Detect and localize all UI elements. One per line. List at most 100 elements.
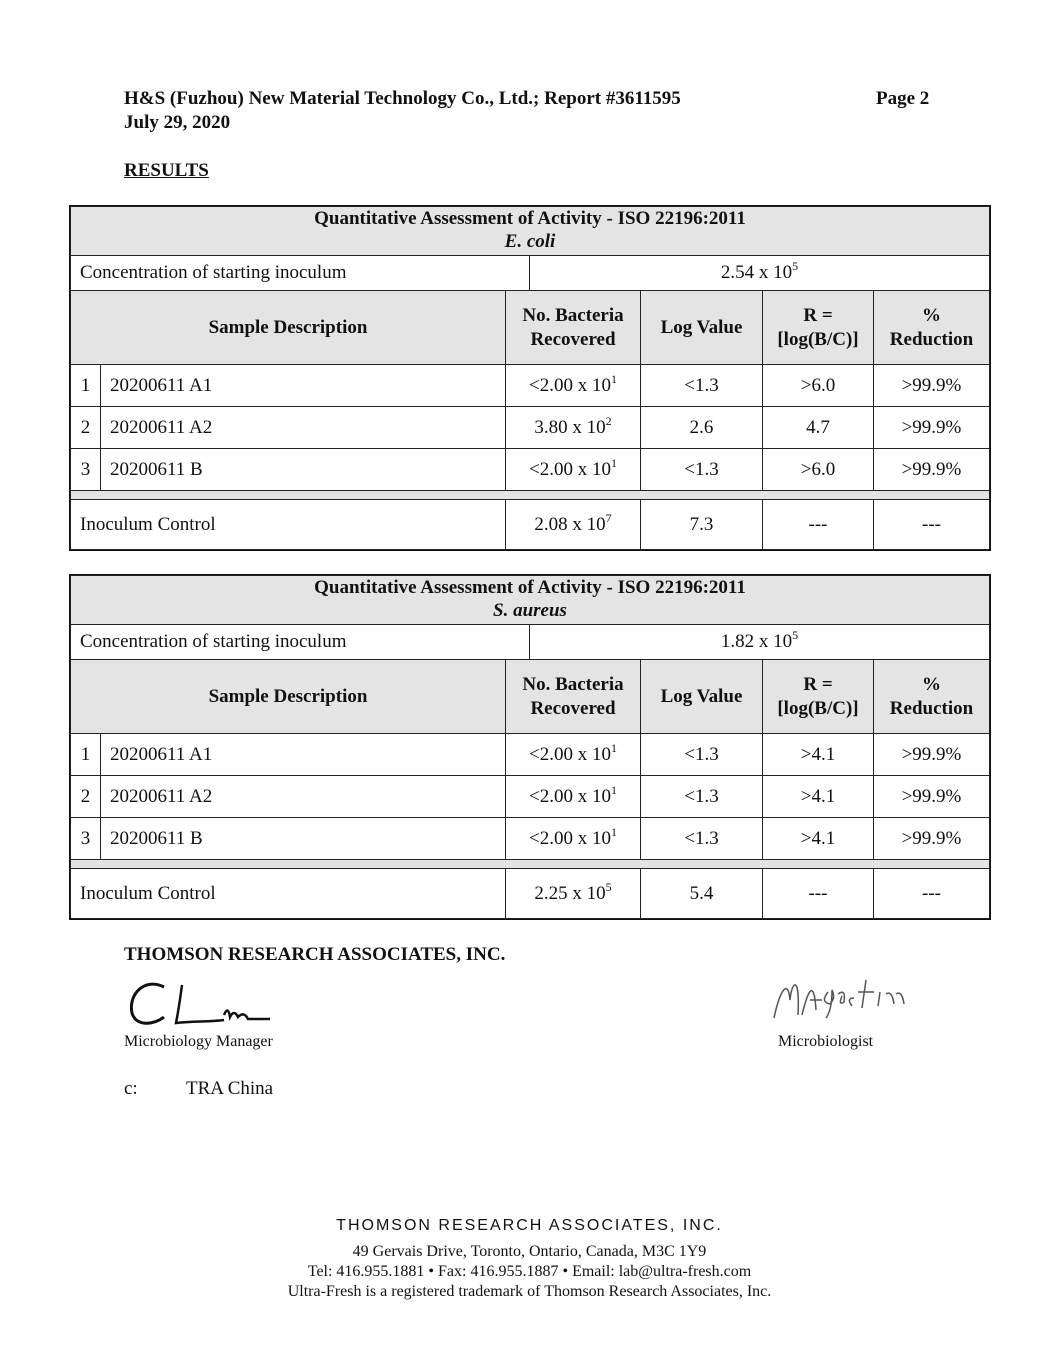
exponent: 1 <box>610 371 617 386</box>
cell-text: 2 <box>80 785 91 807</box>
cell-text: 1 <box>80 743 91 765</box>
cell-text: >99.9% <box>901 827 962 849</box>
cell-text: 20200611 A1 <box>110 374 213 396</box>
organism: E. coli <box>504 231 556 252</box>
column-header: Log Value <box>640 659 763 734</box>
column-header-text: Reduction <box>889 697 974 719</box>
column-header: % Reduction <box>873 290 990 365</box>
log-cell: <1.3 <box>640 775 763 818</box>
scientific-value: <2.00 x 101 <box>529 824 617 851</box>
reduction-cell: --- <box>873 868 990 919</box>
concentration-label: Concentration of starting inoculum <box>80 631 347 652</box>
cell-text: >99.9% <box>901 458 962 480</box>
bacteria-cell: <2.00 x 101 <box>505 775 641 818</box>
section-title: RESULTS <box>124 160 209 181</box>
cell-text: 1 <box>80 374 91 396</box>
exponent: 5 <box>605 879 612 894</box>
cell-text: 2 <box>80 416 91 438</box>
cell-text: 4.7 <box>806 416 830 438</box>
cc-value: TRA China <box>186 1078 274 1099</box>
column-header-text: Recovered <box>530 328 616 350</box>
cell-text: >6.0 <box>800 374 836 396</box>
column-header-text: Sample Description <box>208 685 368 707</box>
exponent: 7 <box>605 510 612 525</box>
concentration-label-cell: Concentration of starting inoculum <box>70 255 530 291</box>
sample-cell: 20200611 A1 <box>100 364 506 407</box>
cell-text: <1.3 <box>684 458 719 480</box>
column-header: R = [log(B/C)] <box>762 659 874 734</box>
column-header-text: Sample Description <box>208 316 368 338</box>
cell-text: Inoculum Control <box>80 882 216 904</box>
table-title: Quantitative Assessment of Activity - IS… <box>314 208 746 229</box>
cell-text: 20200611 A1 <box>110 743 213 765</box>
mantissa: <2.00 x 10 <box>529 374 611 396</box>
reduction-cell: >99.9% <box>873 448 990 491</box>
column-header: % Reduction <box>873 659 990 734</box>
signature-title: Microbiology Manager <box>124 1033 273 1050</box>
column-header-text: Log Value <box>660 685 743 707</box>
column-header-text: R = <box>803 304 833 326</box>
r-cell: 4.7 <box>762 406 874 449</box>
signature-title: Microbiologist <box>778 1033 874 1050</box>
column-header-text: Reduction <box>889 328 974 350</box>
sample-cell: 20200611 A2 <box>100 406 506 449</box>
sample-cell: 20200611 B <box>100 817 506 860</box>
r-cell: --- <box>762 868 874 919</box>
scientific-value: <2.00 x 101 <box>529 740 617 767</box>
footer-address: 49 Gervais Drive, Toronto, Ontario, Cana… <box>352 1243 707 1260</box>
column-header-text: Log Value <box>660 316 743 338</box>
log-cell: 2.6 <box>640 406 763 449</box>
row-index: 3 <box>70 448 101 491</box>
cell-text: --- <box>808 882 828 904</box>
log-cell: <1.3 <box>640 364 763 407</box>
column-header-text: No. Bacteria <box>522 673 624 695</box>
exponent: 1 <box>610 740 617 755</box>
column-header: No. Bacteria Recovered <box>505 290 641 365</box>
column-header: Sample Description <box>70 290 506 365</box>
cell-text: >4.1 <box>800 785 836 807</box>
row-index: 2 <box>70 406 101 449</box>
cell-text: <1.3 <box>684 827 719 849</box>
row-index: 2 <box>70 775 101 818</box>
reduction-cell: >99.9% <box>873 817 990 860</box>
exponent: 1 <box>610 824 617 839</box>
signature-left <box>129 982 270 1025</box>
cell-text: 20200611 A2 <box>110 416 213 438</box>
mantissa: <2.00 x 10 <box>529 458 611 480</box>
page-number: Page 2 <box>876 88 930 109</box>
cell-text: <1.3 <box>684 374 719 396</box>
exponent: 1 <box>610 455 617 470</box>
table-title: Quantitative Assessment of Activity - IS… <box>314 577 746 598</box>
column-header-text: % <box>922 304 941 326</box>
sample-cell: 20200611 B <box>100 448 506 491</box>
column-header-text: [log(B/C)] <box>777 697 859 719</box>
exponent: 5 <box>792 628 799 642</box>
cell-text: --- <box>922 882 941 904</box>
r-cell: >4.1 <box>762 775 874 818</box>
exponent: 1 <box>610 782 617 797</box>
cell-text: <1.3 <box>684 743 719 765</box>
report-header: H&S (Fuzhou) New Material Technology Co.… <box>124 88 681 109</box>
scientific-value: 1.82 x 105 <box>721 628 799 654</box>
column-header-text: No. Bacteria <box>522 304 624 326</box>
reduction-cell: >99.9% <box>873 406 990 449</box>
scientific-value: <2.00 x 101 <box>529 455 617 482</box>
mantissa: 2.08 x 10 <box>534 513 606 535</box>
cell-text: >4.1 <box>800 743 836 765</box>
bacteria-cell: 3.80 x 102 <box>505 406 641 449</box>
scientific-value: 2.54 x 105 <box>721 259 799 285</box>
scientific-value: 2.08 x 107 <box>534 510 612 537</box>
footer-company: THOMSON RESEARCH ASSOCIATES, INC. <box>336 1217 723 1234</box>
reduction-cell: >99.9% <box>873 364 990 407</box>
cell-text: 5.4 <box>689 882 714 904</box>
exponent: 5 <box>792 259 799 273</box>
r-cell: --- <box>762 499 874 550</box>
r-cell: >6.0 <box>762 448 874 491</box>
mantissa: <2.00 x 10 <box>529 785 611 807</box>
log-cell: <1.3 <box>640 448 763 491</box>
concentration-cell: 2.54 x 105 <box>529 255 990 291</box>
column-header-text: % <box>922 673 941 695</box>
table-title-cell: Quantitative Assessment of Activity - IS… <box>70 575 990 625</box>
reduction-cell: >99.9% <box>873 733 990 776</box>
organism: S. aureus <box>493 600 567 621</box>
